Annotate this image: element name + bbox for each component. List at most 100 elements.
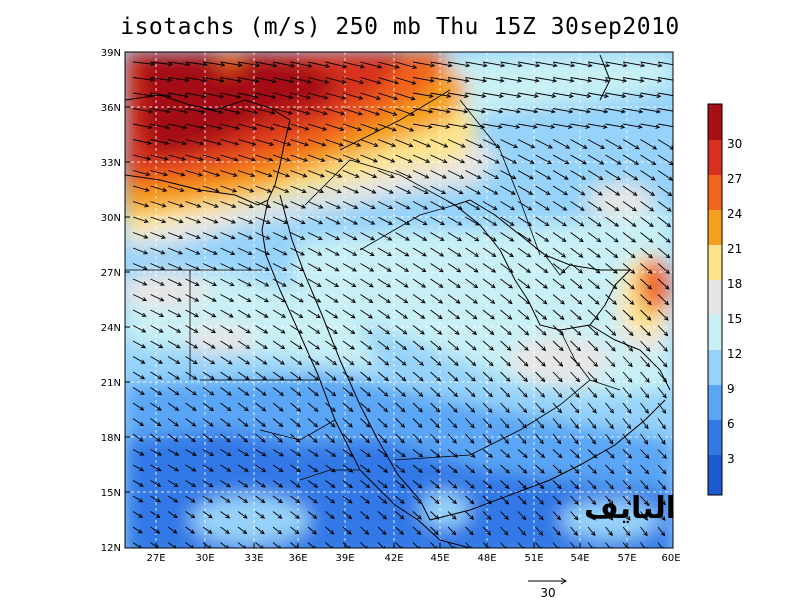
wind-vector bbox=[342, 77, 364, 84]
wind-vector-head bbox=[384, 345, 390, 351]
wind-vector bbox=[395, 92, 415, 100]
wind-vector bbox=[377, 371, 389, 381]
wind-vector-head bbox=[539, 515, 544, 521]
wind-vector-head bbox=[195, 250, 201, 255]
wind-vector bbox=[132, 449, 144, 456]
wind-vector bbox=[587, 511, 596, 521]
wind-vector bbox=[185, 309, 199, 318]
wind-vector-head bbox=[173, 498, 179, 503]
wind-vector bbox=[185, 449, 197, 456]
wind-vector-head bbox=[347, 514, 353, 520]
wind-vector-head bbox=[370, 220, 376, 225]
wind-vector-head bbox=[457, 236, 463, 242]
wind-vector-head bbox=[298, 329, 304, 334]
wind-vector-head bbox=[229, 297, 235, 302]
wind-vector-head bbox=[428, 109, 434, 114]
wind-vector-head bbox=[253, 110, 259, 115]
wind-vector bbox=[535, 216, 549, 226]
lat-tick-label: 18N bbox=[101, 433, 121, 444]
wind-vector-head bbox=[355, 158, 361, 163]
wind-vector-head bbox=[280, 329, 286, 334]
wind-vector-head bbox=[262, 344, 268, 350]
wind-vector bbox=[570, 232, 584, 242]
wind-vector bbox=[237, 154, 256, 161]
wind-vector-head bbox=[382, 499, 388, 504]
wind-vector-head bbox=[401, 361, 407, 366]
wind-vector-head bbox=[277, 514, 283, 519]
wind-vector-head bbox=[557, 484, 562, 490]
wind-vector bbox=[535, 387, 545, 398]
wind-vector bbox=[395, 480, 405, 489]
wind-vector bbox=[290, 123, 309, 130]
wind-vector-head bbox=[587, 62, 593, 68]
wind-vector bbox=[412, 480, 423, 489]
wind-vector-head bbox=[304, 126, 310, 131]
wind-vector bbox=[150, 201, 166, 207]
wind-vector bbox=[185, 511, 195, 519]
wind-vector bbox=[150, 495, 161, 503]
wind-vector-head bbox=[512, 159, 518, 164]
wind-vector bbox=[185, 371, 197, 380]
wind-vector-head bbox=[567, 124, 573, 129]
wind-vector-head bbox=[234, 125, 240, 131]
wind-vector bbox=[605, 232, 619, 243]
wind-vector bbox=[377, 185, 394, 194]
wind-vector bbox=[447, 418, 457, 428]
wind-vector bbox=[167, 495, 178, 503]
wind-vector bbox=[500, 402, 510, 413]
wind-vector bbox=[465, 139, 483, 148]
wind-vector bbox=[535, 201, 550, 211]
wind-vector bbox=[587, 185, 603, 196]
wind-vector-head bbox=[614, 206, 620, 212]
wind-vector-head bbox=[155, 513, 161, 519]
wind-vector-head bbox=[452, 423, 458, 429]
wind-vector bbox=[255, 154, 273, 161]
wind-vector-head bbox=[646, 331, 651, 337]
wind-vector bbox=[622, 247, 636, 258]
wind-vector-head bbox=[336, 204, 342, 209]
wind-vector bbox=[342, 108, 362, 115]
wind-vector bbox=[657, 216, 671, 227]
wind-vector-head bbox=[447, 78, 453, 83]
wind-vector bbox=[255, 449, 266, 457]
wind-vector bbox=[132, 340, 146, 348]
wind-vector-head bbox=[509, 237, 515, 242]
wind-vector bbox=[360, 247, 375, 256]
wind-vector-head bbox=[349, 376, 355, 381]
wind-vector bbox=[657, 232, 671, 243]
wind-vector-head bbox=[140, 359, 146, 364]
wind-vector-head bbox=[288, 94, 294, 100]
wind-vector-head bbox=[400, 483, 406, 489]
wind-vector-head bbox=[244, 391, 250, 396]
wind-vector bbox=[185, 170, 203, 176]
wind-vector-head bbox=[340, 111, 346, 116]
wind-vector bbox=[570, 356, 581, 367]
wind-vector bbox=[307, 294, 321, 303]
wind-vector bbox=[377, 309, 390, 319]
wind-vector-head bbox=[453, 377, 459, 382]
wind-vector-head bbox=[666, 222, 672, 228]
wind-vector bbox=[430, 216, 445, 226]
wind-vector bbox=[360, 433, 370, 443]
wind-vector bbox=[657, 185, 672, 196]
wind-vector bbox=[640, 387, 650, 398]
wind-vector bbox=[150, 511, 160, 518]
wind-vector bbox=[605, 402, 614, 414]
wind-vector-head bbox=[272, 78, 277, 84]
wind-vector bbox=[307, 371, 319, 381]
wind-vector bbox=[552, 526, 561, 536]
wind-vector-head bbox=[573, 515, 579, 521]
wind-vector bbox=[430, 526, 439, 535]
wind-vector bbox=[552, 247, 566, 258]
wind-vector bbox=[150, 526, 160, 534]
wind-vector bbox=[290, 92, 311, 99]
wind-vector bbox=[307, 526, 317, 535]
wind-vector-head bbox=[313, 438, 318, 443]
wind-vector-head bbox=[245, 344, 251, 349]
wind-vector bbox=[237, 340, 250, 349]
wind-vector bbox=[220, 232, 235, 240]
wind-vector bbox=[272, 309, 286, 318]
wind-vector bbox=[132, 402, 144, 411]
wind-vector bbox=[307, 480, 318, 488]
wind-vector bbox=[622, 170, 638, 181]
